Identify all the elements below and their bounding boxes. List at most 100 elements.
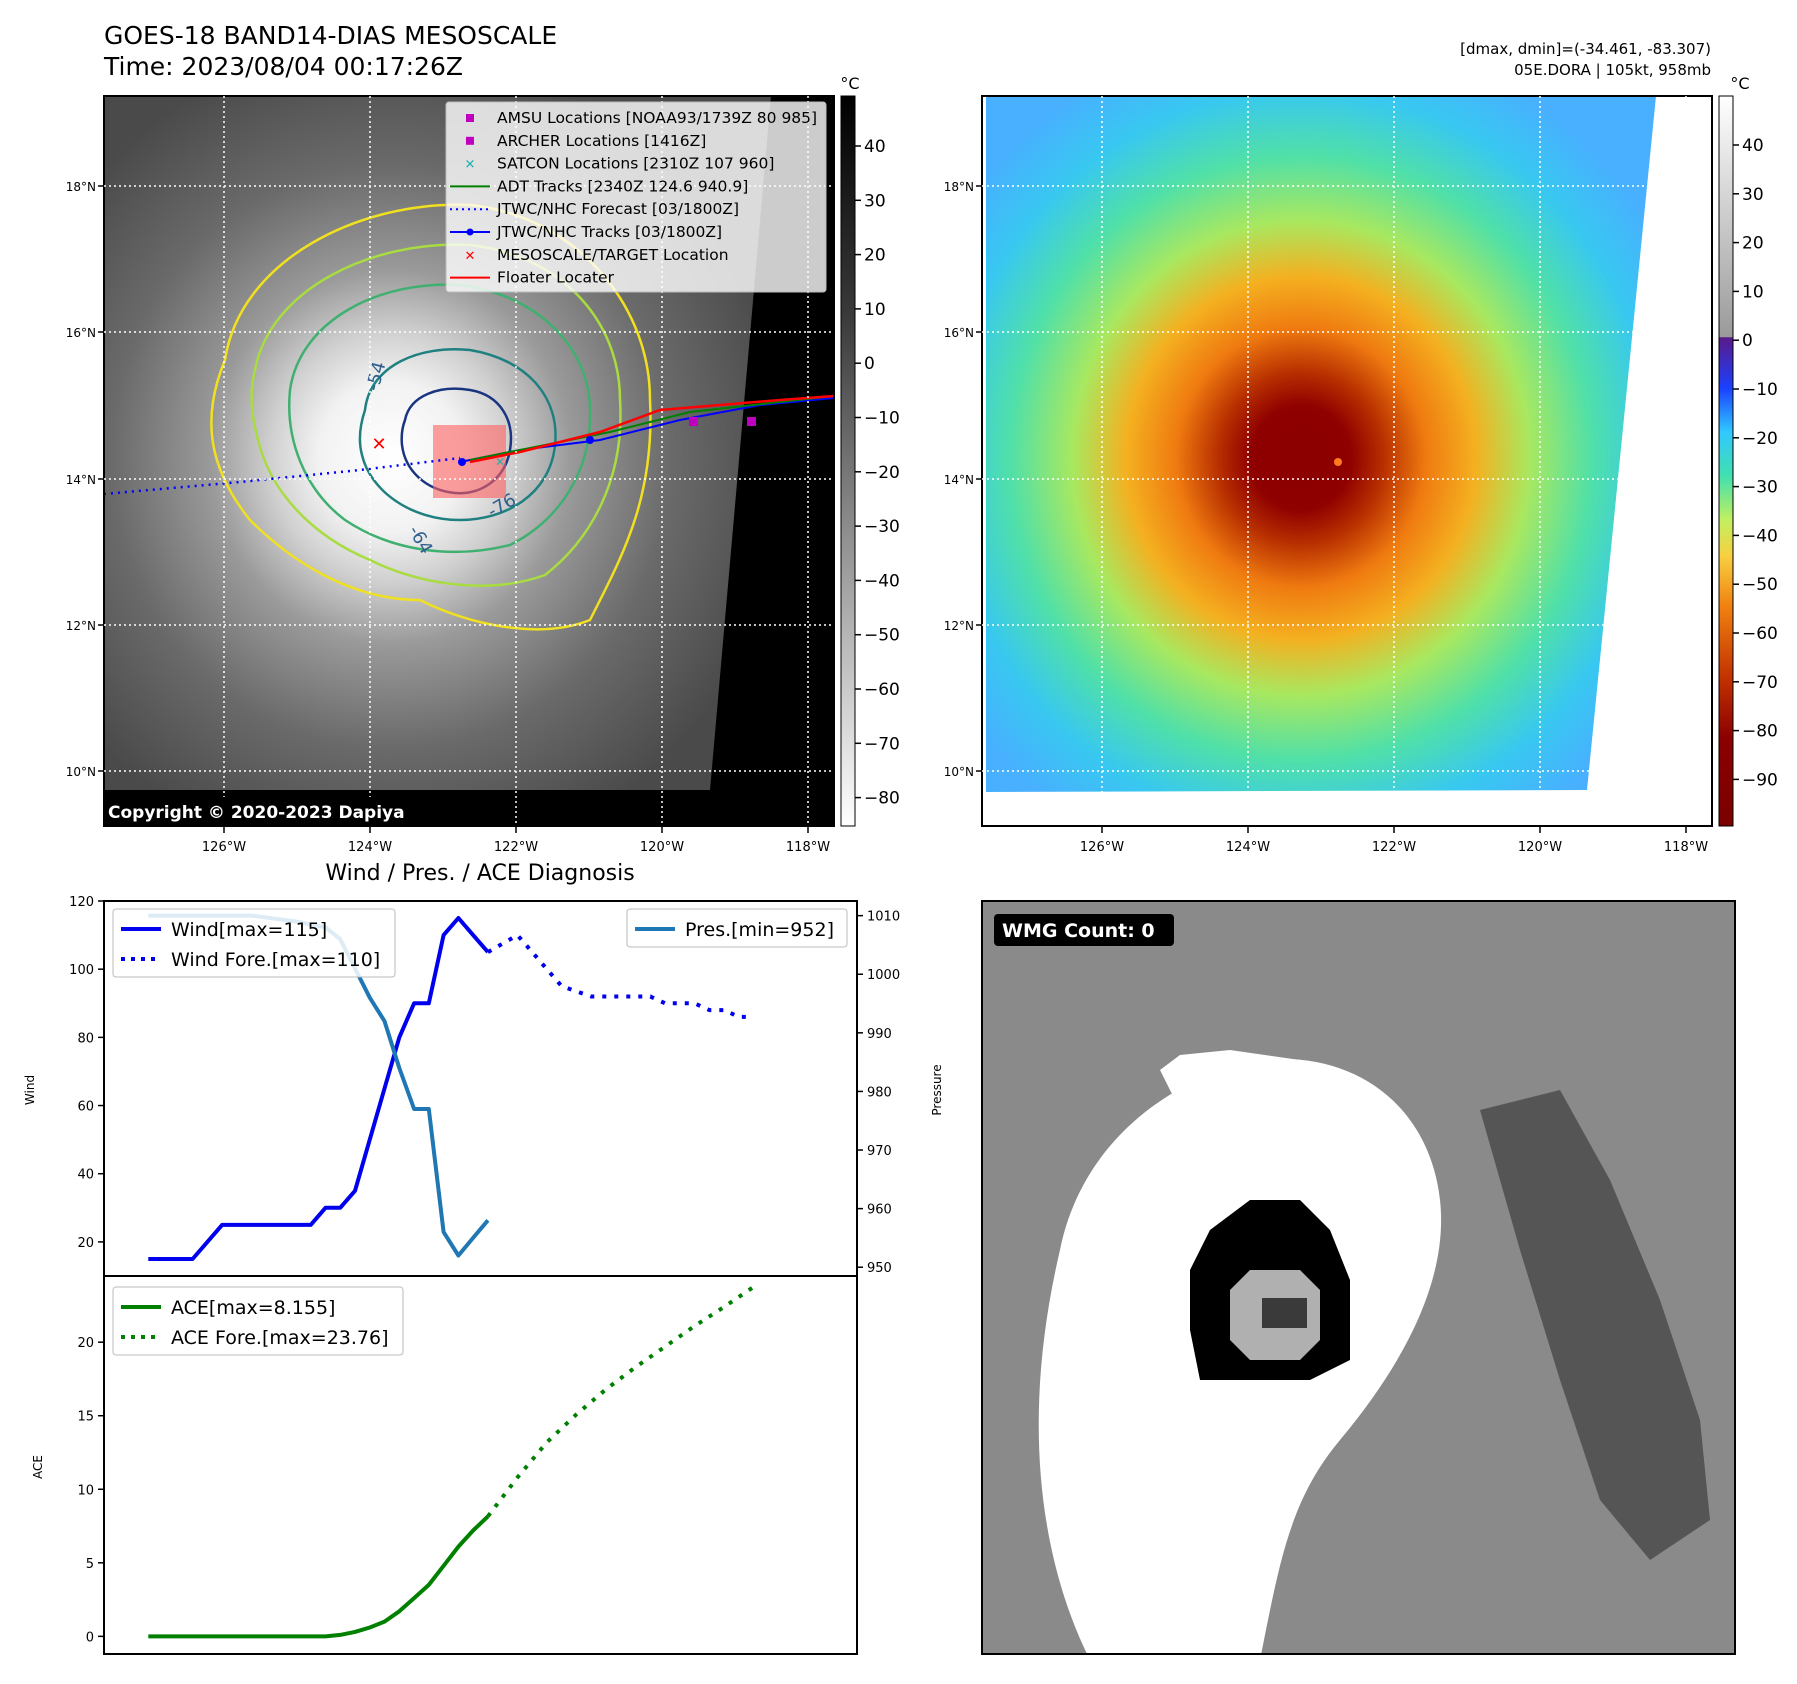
- y2-tick-label: 960: [867, 1203, 892, 1218]
- wmg-eye-core: [1262, 1298, 1307, 1328]
- color-ir-map: 126°W 124°W 122°W 120°W 118°W 18°N 16°N 14°N 12°…: [944, 95, 1713, 855]
- lon-tick-label: 120°W: [1518, 840, 1562, 855]
- wmg-count-label: WMG Count: 0: [1002, 920, 1155, 942]
- legend-label: JTWC/NHC Tracks [03/1800Z]: [496, 223, 722, 241]
- floater-box: [433, 425, 506, 498]
- grayscale-colorbar-tick-label: −50: [864, 626, 900, 646]
- contour-lightgreen: [250, 243, 622, 587]
- grayscale-colorbar-tick-label: −20: [864, 463, 900, 483]
- wmg-white-arm: [1160, 1050, 1300, 1110]
- grayscale-colorbar-tick-label: −10: [864, 409, 900, 429]
- contour-green: [288, 283, 592, 554]
- lon-tick-label: 124°W: [1226, 840, 1270, 855]
- grayscale-colorbar-tick-label: 30: [864, 191, 886, 211]
- y2-tick-label: 1000: [867, 968, 900, 983]
- color-colorbar: °C 40 30 20 10 0 −10 −20 −30 −40 −50 −60 −70 −80 −90: [1718, 74, 1778, 827]
- lat-tick-label: 12°N: [66, 619, 96, 633]
- map-legend: AMSU Locations [NOAA93/1739Z 80 985] ARCH…: [445, 101, 827, 293]
- copyright-text: Copyright © 2020-2023 Dapiya: [108, 803, 405, 823]
- ace-chart: ACE 0 5 10 15 20 ACE[max=8.155] ACE Fore.[max=…: [31, 1275, 858, 1655]
- y2-tick-label: 950: [867, 1261, 892, 1276]
- lon-tick-label: 126°W: [202, 840, 246, 855]
- eye-feature: [1334, 458, 1342, 466]
- wind-pressure-chart: Wind / Pres. / ACE Diagnosis Wind Pressu…: [23, 861, 944, 1277]
- legend-marker-dot: [466, 228, 474, 236]
- track-point: [586, 436, 594, 444]
- grayscale-colorbar-tick-label: 20: [864, 246, 886, 266]
- lat-tick-label: 18°N: [944, 180, 974, 194]
- lat-tick-label: 12°N: [944, 619, 974, 633]
- y-tick-label: 0: [86, 1630, 94, 1645]
- color-colorbar-tick-label: −20: [1742, 429, 1778, 449]
- ace-axis-label: ACE: [31, 1455, 45, 1479]
- lat-tick-label: 14°N: [944, 473, 974, 487]
- grayscale-ir-map: -54 -64 -76 ✕ ✕ 126°W 124°W 122°W 120°W 118°…: [66, 95, 835, 855]
- lon-tick-label: 126°W: [1080, 840, 1124, 855]
- ace-legend-label: ACE[max=8.155]: [171, 1297, 335, 1319]
- color-colorbar-tick-label: −80: [1742, 722, 1778, 742]
- y-tick-label: 20: [77, 1336, 94, 1351]
- grayscale-colorbar-tick-label: −70: [864, 734, 900, 754]
- color-colorbar-tick-label: 40: [1742, 136, 1764, 156]
- contour-teal: [358, 348, 557, 522]
- legend-box: [445, 101, 827, 293]
- legend-label: SATCON Locations [2310Z 107 960]: [497, 155, 774, 173]
- lat-tick-label: 14°N: [66, 473, 96, 487]
- y2-tick-label: 980: [867, 1085, 892, 1100]
- map2-frame: [981, 95, 1713, 827]
- series-line: [148, 916, 490, 1261]
- wmg-frame: [981, 900, 1736, 1655]
- lon-tick-label: 118°W: [1664, 840, 1708, 855]
- grayscale-colorbar-tick-label: −30: [864, 517, 900, 537]
- color-colorbar-tick-label: −10: [1742, 380, 1778, 400]
- lat-tick-label: 16°N: [66, 326, 96, 340]
- lat-tick-label: 16°N: [944, 326, 974, 340]
- y2-tick-label: 1010: [867, 910, 900, 925]
- legend-marker: ✕: [465, 249, 476, 264]
- stats-line: [dmax, dmin]=(-34.461, -83.307): [1460, 40, 1711, 58]
- legend-marker: ✕: [465, 158, 476, 173]
- legend-marker: [466, 114, 474, 122]
- legend-label: ADT Tracks [2340Z 124.6 940.9]: [497, 177, 748, 195]
- wind-legend-box: [112, 908, 396, 978]
- color-colorbar-tick-label: −30: [1742, 478, 1778, 498]
- lat-tick-label: 18°N: [66, 180, 96, 194]
- color-colorbar-bar: [1718, 95, 1734, 827]
- y-tick-label: 80: [77, 1031, 94, 1046]
- pressure-legend-box: [626, 908, 848, 948]
- map2-axis-ticks: 126°W 124°W 122°W 120°W 118°W 18°N 16°N 14°N 12°…: [944, 180, 1708, 855]
- satcon-marker: ✕: [495, 455, 505, 469]
- forecast-track: [104, 456, 461, 496]
- grayscale-colorbar-tick-label: 40: [864, 137, 886, 157]
- color-colorbar-tick-label: −60: [1742, 624, 1778, 644]
- color-colorbar-tick-label: −90: [1742, 770, 1778, 790]
- map1-frame: [103, 95, 835, 827]
- grayscale-colorbar-unit: °C: [840, 74, 859, 93]
- color-colorbar-tick-label: −50: [1742, 575, 1778, 595]
- color-colorbar-tick-label: −70: [1742, 673, 1778, 693]
- grayscale-colorbar-tick-label: −40: [864, 571, 900, 591]
- figure-time: Time: 2023/08/04 00:17:26Z: [103, 52, 463, 81]
- grayscale-colorbar: °C 40 30 20 10 0 −10 −20 −30 −40 −50 −60 −70 −80: [840, 74, 900, 827]
- y-tick-label: 100: [69, 963, 94, 978]
- legend-label: JTWC/NHC Forecast [03/1800Z]: [496, 200, 739, 218]
- grayscale-colorbar-bar: [840, 95, 856, 827]
- color-colorbar-tick-label: 10: [1742, 282, 1764, 302]
- color-colorbar-tick-label: −40: [1742, 526, 1778, 546]
- contour-yellow: [210, 203, 652, 631]
- lon-tick-label: 120°W: [640, 840, 684, 855]
- ace-legend-label: ACE Fore.[max=23.76]: [171, 1327, 389, 1349]
- color-colorbar-tick-label: 20: [1742, 234, 1764, 254]
- color-ir-image-area: [986, 96, 1656, 792]
- y-tick-label: 60: [77, 1100, 94, 1115]
- archer-marker: [689, 417, 698, 426]
- color-colorbar-unit: °C: [1730, 74, 1749, 93]
- legend-label: Floater Locater: [497, 269, 615, 287]
- y-tick-label: 20: [77, 1236, 94, 1251]
- lon-tick-label: 122°W: [494, 840, 538, 855]
- ace-legend-box: [112, 1286, 404, 1356]
- y-tick-label: 120: [69, 895, 94, 910]
- grayscale-colorbar-tick-label: 10: [864, 300, 886, 320]
- wmg-count-badge: [994, 914, 1174, 946]
- wind-legend-label: Wind Fore.[max=110]: [171, 949, 380, 971]
